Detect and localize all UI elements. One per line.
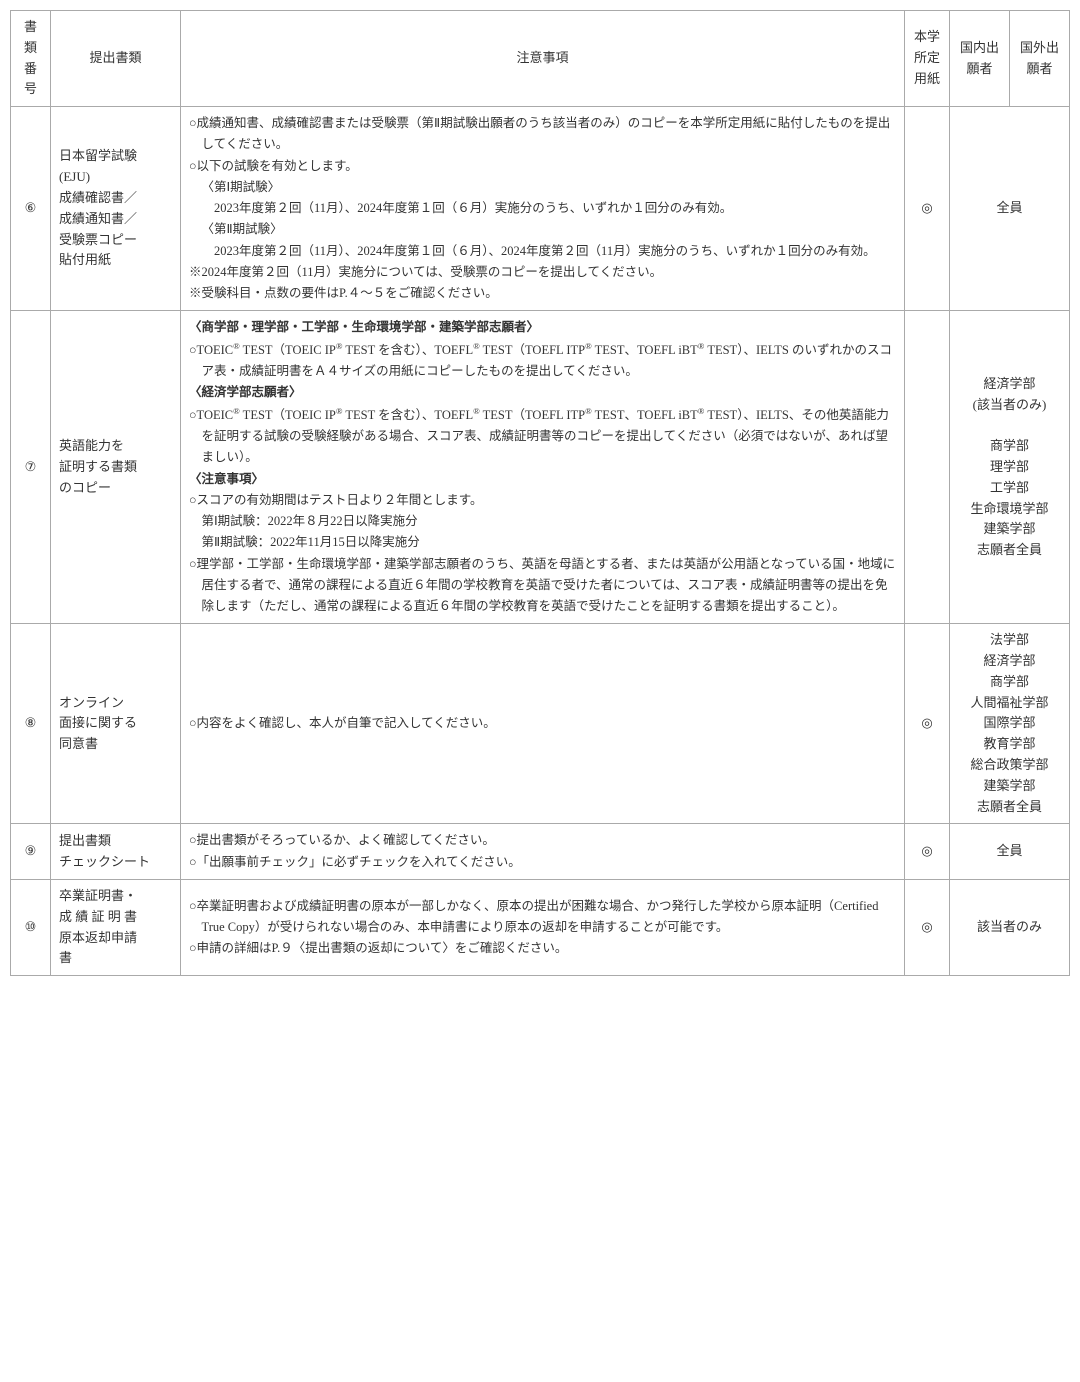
row-form: ◎ (905, 824, 950, 880)
header-overseas: 国外出願者 (1010, 11, 1070, 107)
note-line: ○提出書類がそろっているか、よく確認してください。 (189, 830, 896, 851)
row-num: ⑩ (11, 879, 51, 975)
row-form: ◎ (905, 624, 950, 824)
header-num: 書類番号 (11, 11, 51, 107)
note-line: ○成績通知書、成績確認書または受験票（第Ⅱ期試験出願者のうち該当者のみ）のコピー… (189, 113, 896, 156)
note-line: ○以下の試験を有効とします。 (189, 156, 896, 177)
row-doc: 日本留学試験 (EJU) 成績確認書／ 成績通知書／ 受験票コピー 貼付用紙 (51, 107, 181, 311)
note-line: 〈第Ⅱ期試験〉 (189, 219, 896, 240)
row-notes: 〈商学部・理学部・工学部・生命環境学部・建築学部志願者〉○TOEIC® TEST… (181, 311, 905, 624)
header-row: 書類番号 提出書類 注意事項 本学所定用紙 国内出願者 国外出願者 (11, 11, 1070, 107)
row-form: ◎ (905, 107, 950, 311)
header-domestic: 国内出願者 (950, 11, 1010, 107)
row-num: ⑧ (11, 624, 51, 824)
row-notes: ○提出書類がそろっているか、よく確認してください。○「出願事前チェック」に必ずチ… (181, 824, 905, 880)
note-line: ○申請の詳細はP.９〈提出書類の返却について〉をご確認ください。 (189, 938, 896, 959)
note-line: ※受験科目・点数の要件はP.４～５をご確認ください。 (189, 283, 896, 304)
row-applicants: 全員 (950, 824, 1070, 880)
note-line: ※2024年度第２回（11月）実施分については、受験票のコピーを提出してください… (189, 262, 896, 283)
header-doc: 提出書類 (51, 11, 181, 107)
row-num: ⑥ (11, 107, 51, 311)
table-row: ⑨提出書類 チェックシート○提出書類がそろっているか、よく確認してください。○「… (11, 824, 1070, 880)
note-line: ○内容をよく確認し、本人が自筆で記入してください。 (189, 713, 896, 734)
row-notes: ○内容をよく確認し、本人が自筆で記入してください。 (181, 624, 905, 824)
note-line: ○卒業証明書および成績証明書の原本が一部しかなく、原本の提出が困難な場合、かつ発… (189, 896, 896, 939)
row-form: ◎ (905, 879, 950, 975)
note-line: ○TOEIC® TEST（TOEIC IP® TEST を含む）、TOEFL® … (189, 339, 896, 383)
row-doc: 卒業証明書・ 成 績 証 明 書 原本返却申請 書 (51, 879, 181, 975)
note-line: ○「出願事前チェック」に必ずチェックを入れてください。 (189, 852, 896, 873)
row-notes: ○成績通知書、成績確認書または受験票（第Ⅱ期試験出願者のうち該当者のみ）のコピー… (181, 107, 905, 311)
note-line: ○TOEIC® TEST（TOEIC IP® TEST を含む）、TOEFL® … (189, 404, 896, 469)
note-line: 〈注意事項〉 (189, 469, 896, 490)
row-doc: 提出書類 チェックシート (51, 824, 181, 880)
note-line: 第Ⅱ期試験：2022年11月15日以降実施分 (189, 532, 896, 553)
row-notes: ○卒業証明書および成績証明書の原本が一部しかなく、原本の提出が困難な場合、かつ発… (181, 879, 905, 975)
row-num: ⑨ (11, 824, 51, 880)
row-form (905, 311, 950, 624)
table-row: ⑦英語能力を 証明する書類 のコピー〈商学部・理学部・工学部・生命環境学部・建築… (11, 311, 1070, 624)
header-form: 本学所定用紙 (905, 11, 950, 107)
row-doc: オンライン 面接に関する 同意書 (51, 624, 181, 824)
row-applicants: 法学部 経済学部 商学部 人間福祉学部 国際学部 教育学部 総合政策学部 建築学… (950, 624, 1070, 824)
row-applicants: 該当者のみ (950, 879, 1070, 975)
row-num: ⑦ (11, 311, 51, 624)
table-row: ⑩卒業証明書・ 成 績 証 明 書 原本返却申請 書○卒業証明書および成績証明書… (11, 879, 1070, 975)
note-line: 第Ⅰ期試験：2022年８月22日以降実施分 (189, 511, 896, 532)
note-line: 〈第Ⅰ期試験〉 (189, 177, 896, 198)
row-applicants: 全員 (950, 107, 1070, 311)
note-line: 2023年度第２回（11月）、2024年度第１回（６月）実施分のうち、いずれか１… (189, 198, 896, 219)
header-notes: 注意事項 (181, 11, 905, 107)
table-row: ⑥日本留学試験 (EJU) 成績確認書／ 成績通知書／ 受験票コピー 貼付用紙○… (11, 107, 1070, 311)
note-line: 〈商学部・理学部・工学部・生命環境学部・建築学部志願者〉 (189, 317, 896, 338)
note-line: ○理学部・工学部・生命環境学部・建築学部志願者のうち、英語を母語とする者、または… (189, 554, 896, 618)
row-doc: 英語能力を 証明する書類 のコピー (51, 311, 181, 624)
note-line: 2023年度第２回（11月）、2024年度第１回（６月）、2024年度第２回（1… (189, 241, 896, 262)
table-row: ⑧オンライン 面接に関する 同意書 ○内容をよく確認し、本人が自筆で記入してくださ… (11, 624, 1070, 824)
documents-table: 書類番号 提出書類 注意事項 本学所定用紙 国内出願者 国外出願者 ⑥日本留学試… (10, 10, 1070, 976)
note-line: ○スコアの有効期間はテスト日より２年間とします。 (189, 490, 896, 511)
row-applicants: 経済学部 (該当者のみ) 商学部 理学部 工学部 生命環境学部 建築学部 志願者… (950, 311, 1070, 624)
note-line: 〈経済学部志願者〉 (189, 382, 896, 403)
